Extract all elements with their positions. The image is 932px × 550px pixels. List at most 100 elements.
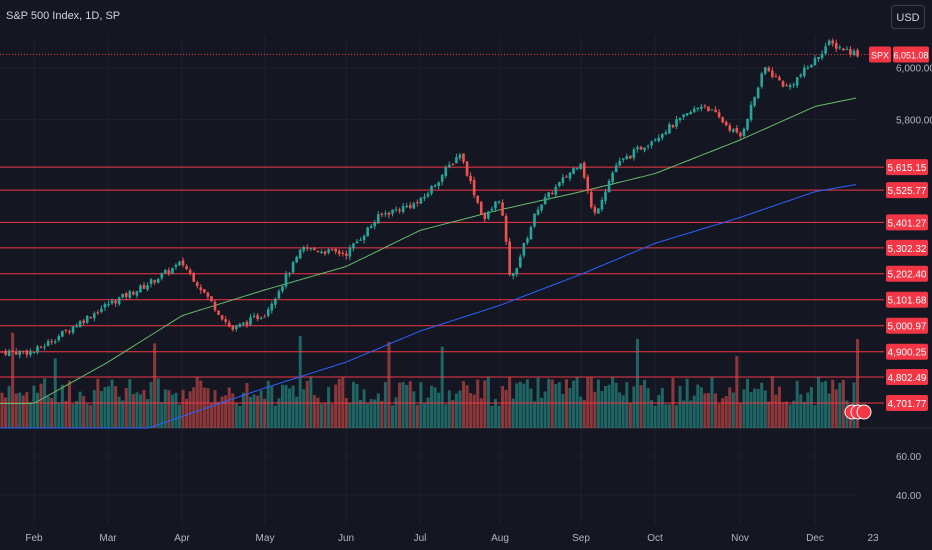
candle-body <box>728 125 732 131</box>
volume-bar <box>231 393 235 428</box>
candle-body <box>245 321 249 326</box>
candle-body <box>661 134 664 139</box>
time-tick-label: Jul <box>414 533 427 544</box>
volume-bar <box>46 396 50 428</box>
candle-body <box>692 108 696 113</box>
volume-bar <box>245 383 249 428</box>
price-tick-label: 5,800.00 <box>896 115 932 126</box>
candle-body <box>295 256 298 263</box>
candle-body <box>504 215 508 242</box>
candle-body <box>462 153 465 162</box>
candle-body <box>568 172 572 179</box>
volume-bar <box>522 383 526 428</box>
time-tick-label: May <box>256 533 275 544</box>
volume-bar <box>227 387 231 428</box>
candle-body <box>643 147 646 151</box>
candle-body <box>785 85 788 87</box>
candle-body <box>657 137 661 141</box>
candle-body <box>763 67 767 74</box>
volume-bar <box>714 393 718 428</box>
volume-bar <box>809 387 813 428</box>
candle-body <box>689 111 692 115</box>
candle-body <box>277 291 281 299</box>
volume-bar <box>415 404 419 428</box>
volume-bar <box>593 391 597 428</box>
level-label: 5,615.15 <box>888 163 927 174</box>
candle-body <box>533 213 536 227</box>
candle-body <box>227 322 231 327</box>
candle-body <box>323 251 327 254</box>
candle-body <box>437 182 440 186</box>
symbol-title[interactable]: S&P 500 Index, 1D, SP <box>6 10 120 22</box>
candle-body <box>515 268 519 275</box>
volume-bar <box>387 341 391 428</box>
candle-body <box>685 113 689 116</box>
candle-body <box>618 160 621 166</box>
candle-body <box>380 213 384 215</box>
last-price-tag <box>893 46 929 63</box>
candle-body <box>724 121 728 126</box>
volume-bar <box>600 391 604 428</box>
candle-body <box>774 76 778 78</box>
volume-bar <box>582 399 586 428</box>
volume-bar <box>142 389 146 428</box>
candle-body <box>508 241 511 275</box>
candle-body <box>274 298 277 305</box>
candle-body <box>827 40 831 46</box>
volume-bar <box>678 386 682 428</box>
volume-bar <box>103 386 107 428</box>
volume-bar <box>650 400 654 428</box>
volume-bar <box>749 391 753 428</box>
candle-body <box>384 213 387 215</box>
volume-bar <box>50 397 54 428</box>
volume-bar <box>632 386 636 428</box>
candle-body <box>490 208 494 211</box>
volume-bar <box>312 395 316 428</box>
marker-circle <box>856 404 872 420</box>
volume-bar <box>238 405 242 428</box>
candle-body <box>18 350 22 355</box>
volume-bar <box>298 336 302 428</box>
currency-button[interactable]: USD <box>891 5 925 29</box>
candle-body <box>487 211 490 219</box>
volume-bar <box>32 385 36 428</box>
volume-bar <box>841 379 845 428</box>
candle-body <box>387 212 391 215</box>
candle-body <box>377 214 380 224</box>
candle-body <box>806 67 810 69</box>
candle-body <box>266 309 270 316</box>
candle-body <box>0 351 4 353</box>
candle-body <box>788 85 792 88</box>
candle-body <box>327 249 330 253</box>
candle-body <box>306 247 309 249</box>
volume-bar <box>653 405 657 428</box>
volume-bar <box>838 382 842 428</box>
candle-body <box>621 158 625 160</box>
volume-bar <box>770 376 774 428</box>
volume-bar <box>401 382 405 428</box>
candle-body <box>629 155 632 159</box>
candle-body <box>653 139 657 141</box>
volume-bar <box>497 405 501 428</box>
candle-body <box>128 291 132 298</box>
volume-bar <box>391 405 394 428</box>
volume-bar <box>398 382 402 428</box>
candle-body <box>550 192 554 195</box>
candle-body <box>281 285 284 292</box>
candle-body <box>739 132 742 137</box>
volume-bar <box>561 393 565 428</box>
candle-body <box>89 317 93 319</box>
candle-body <box>834 42 838 49</box>
candle-body <box>419 197 423 204</box>
volume-bar <box>344 398 348 428</box>
candle-body <box>842 48 845 51</box>
volume-bar <box>824 381 828 428</box>
candle-body <box>582 162 586 178</box>
volume-bar <box>540 397 544 428</box>
volume-bar <box>355 384 359 428</box>
volume-bar <box>564 379 568 428</box>
volume-bar <box>199 380 203 428</box>
volume-bar <box>646 388 650 428</box>
ma-slow-line <box>0 184 857 429</box>
